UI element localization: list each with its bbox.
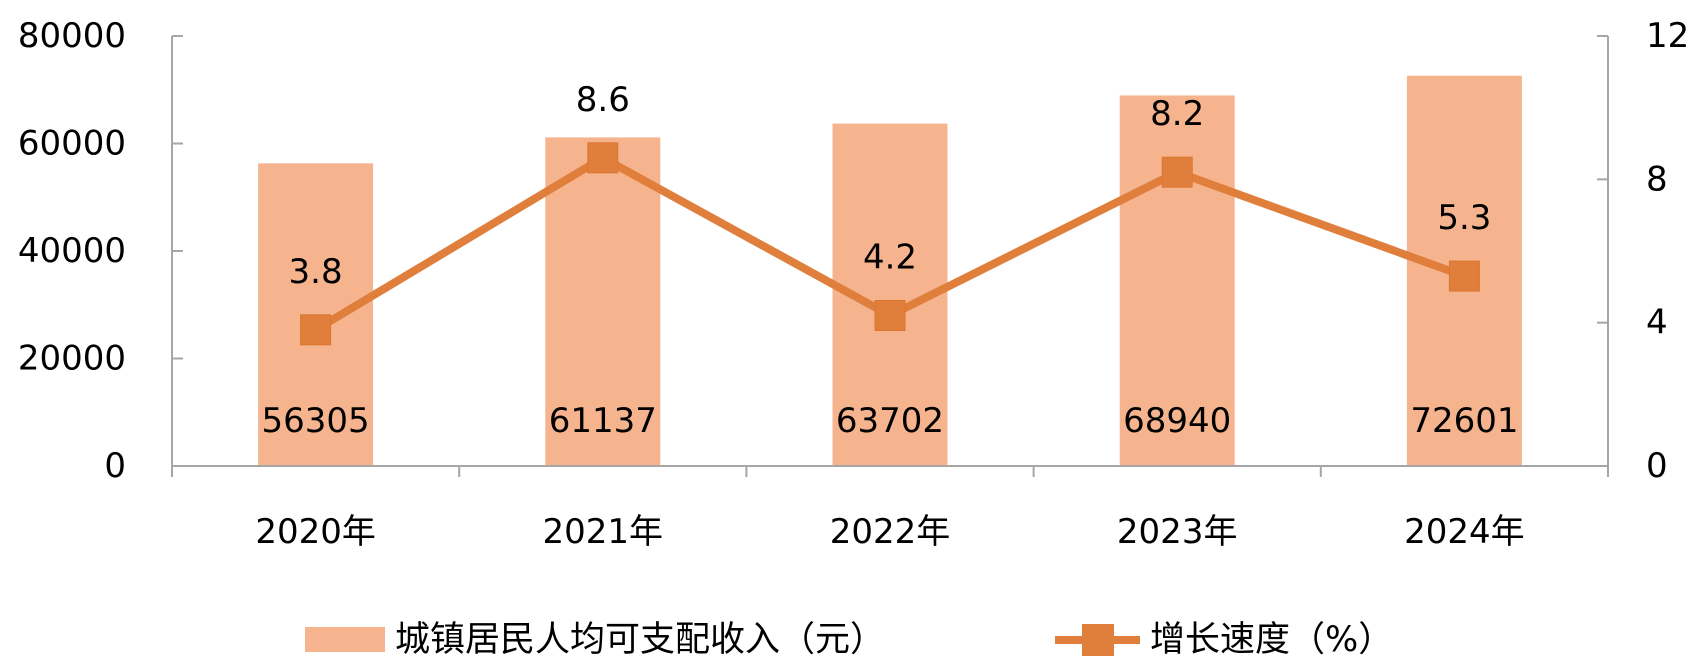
bar-value-label: 68940 — [1123, 401, 1231, 441]
left-axis-tick-label: 80000 — [18, 16, 126, 56]
bar-value-label: 63702 — [836, 401, 944, 441]
growth-value-label: 3.8 — [289, 252, 343, 292]
bar-value-label: 56305 — [262, 401, 370, 441]
legend-line-label: 增长速度（%） — [1150, 620, 1393, 660]
growth-marker — [1448, 260, 1480, 292]
left-axis-tick-label: 60000 — [18, 124, 126, 164]
right-axis-tick-label: 0 — [1646, 446, 1668, 486]
growth-marker — [1161, 156, 1193, 188]
x-axis-category-label: 2024年 — [1404, 512, 1525, 552]
x-axis-category-label: 2021年 — [543, 512, 664, 552]
left-axis-tick-label: 40000 — [18, 231, 126, 271]
bar-value-label: 61137 — [549, 401, 657, 441]
legend: 城镇居民人均可支配收入（元） 增长速度（%） — [305, 620, 1393, 660]
growth-marker — [300, 314, 332, 346]
left-axis-tick-label: 0 — [104, 446, 126, 486]
x-axis-category-label: 2023年 — [1117, 512, 1238, 552]
right-axis-tick-label: 8 — [1646, 159, 1668, 199]
legend-bar-label: 城镇居民人均可支配收入（元） — [395, 620, 885, 660]
growth-marker — [874, 300, 906, 331]
growth-value-label: 8.2 — [1150, 94, 1204, 134]
bar — [545, 137, 661, 467]
line-layer — [300, 142, 1480, 346]
labels-layer: 56305 61137 63702 68940 72601 3.8 8.6 4.2 8.2 5.3 — [262, 80, 1519, 441]
legend-bar-swatch — [305, 627, 385, 652]
axes-layer: 0 20000 40000 60000 80000 0 4 8 12 2020年 2021年 2022… — [18, 16, 1689, 552]
growth-value-label: 5.3 — [1437, 198, 1491, 238]
right-axis-tick-label: 4 — [1646, 303, 1668, 343]
growth-marker — [587, 142, 619, 174]
bar-value-label: 72601 — [1410, 401, 1518, 441]
right-axis-tick-label: 12 — [1646, 16, 1689, 56]
x-axis-category-label: 2022年 — [830, 512, 951, 552]
x-axis-category-label: 2020年 — [255, 512, 376, 552]
legend-line-marker — [1082, 624, 1114, 656]
growth-value-label: 8.6 — [576, 80, 630, 120]
growth-value-label: 4.2 — [863, 238, 917, 278]
left-axis-tick-label: 20000 — [18, 339, 126, 379]
